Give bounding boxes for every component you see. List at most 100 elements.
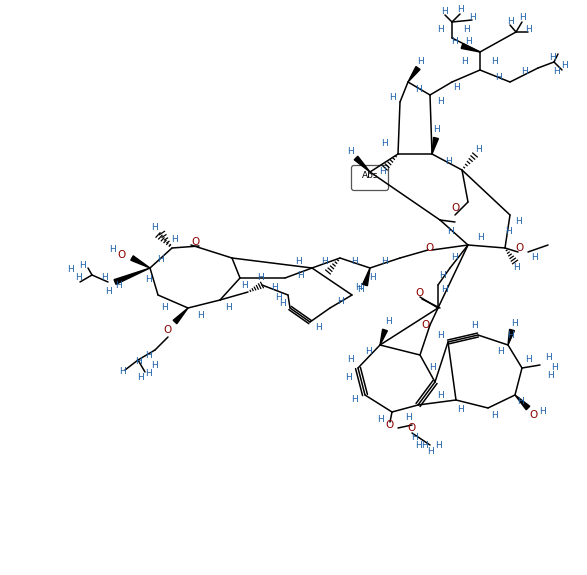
Text: H: H (441, 7, 448, 17)
Text: H: H (347, 148, 353, 156)
Text: H: H (546, 370, 554, 380)
Text: H: H (151, 361, 158, 370)
Text: H: H (315, 324, 321, 332)
Text: H: H (225, 304, 231, 312)
Text: H: H (355, 283, 362, 293)
Text: O: O (426, 243, 434, 253)
Text: H: H (411, 434, 419, 443)
Text: H: H (517, 397, 524, 407)
Text: O: O (421, 320, 429, 330)
Text: O: O (164, 325, 172, 335)
Text: O: O (408, 423, 416, 433)
Text: H: H (104, 288, 112, 297)
Text: H: H (552, 67, 559, 76)
Text: H: H (464, 25, 470, 34)
Text: Abs: Abs (362, 171, 378, 179)
Text: H: H (296, 270, 303, 279)
FancyBboxPatch shape (352, 166, 389, 190)
Text: H: H (134, 358, 141, 366)
Text: O: O (416, 288, 424, 298)
Text: H: H (144, 275, 151, 285)
Text: H: H (437, 25, 443, 34)
Polygon shape (508, 329, 514, 345)
Polygon shape (114, 268, 150, 284)
Text: H: H (441, 286, 448, 294)
Text: H: H (437, 331, 443, 339)
Text: H: H (144, 351, 151, 359)
Text: H: H (295, 258, 301, 266)
Text: H: H (539, 408, 545, 416)
Text: H: H (521, 67, 527, 76)
Polygon shape (408, 67, 420, 82)
Text: H: H (497, 347, 504, 356)
Text: H: H (525, 25, 531, 34)
Text: H: H (457, 405, 463, 415)
Text: H: H (384, 317, 392, 327)
Text: H: H (451, 37, 458, 47)
Text: H: H (525, 355, 531, 365)
Text: O: O (386, 420, 394, 430)
Text: O: O (516, 243, 524, 253)
Text: H: H (475, 145, 481, 155)
Text: H: H (495, 74, 501, 82)
Text: H: H (347, 355, 353, 365)
Text: H: H (345, 374, 352, 382)
Text: H: H (151, 224, 158, 232)
Polygon shape (515, 395, 530, 410)
Text: H: H (119, 367, 126, 377)
Text: H: H (336, 297, 343, 306)
Text: H: H (453, 83, 460, 93)
Text: H: H (477, 233, 483, 243)
Text: H: H (365, 347, 372, 356)
Text: H: H (468, 13, 475, 21)
Text: H: H (67, 266, 73, 274)
Polygon shape (354, 156, 370, 172)
Text: H: H (275, 293, 281, 302)
Text: H: H (137, 374, 143, 382)
Text: H: H (382, 140, 389, 148)
Text: H: H (471, 320, 478, 329)
Polygon shape (380, 329, 387, 345)
Text: H: H (352, 396, 359, 404)
Text: O: O (530, 410, 538, 420)
Text: H: H (437, 98, 443, 106)
Polygon shape (131, 256, 150, 268)
Polygon shape (461, 44, 480, 52)
Text: H: H (505, 228, 511, 236)
Text: H: H (507, 17, 514, 26)
Text: H: H (102, 274, 109, 282)
Text: H: H (404, 413, 411, 423)
Text: H: H (272, 283, 278, 293)
Text: H: H (357, 286, 363, 294)
Text: H: H (421, 440, 429, 450)
Text: H: H (379, 167, 386, 177)
Text: H: H (427, 447, 433, 457)
Text: H: H (389, 94, 396, 102)
Text: H: H (279, 300, 285, 309)
Text: H: H (447, 228, 453, 236)
Text: H: H (515, 217, 521, 227)
Text: H: H (434, 440, 441, 450)
Text: H: H (438, 270, 446, 279)
Text: H: H (414, 86, 421, 94)
Text: H: H (257, 274, 264, 282)
Text: O: O (191, 237, 199, 247)
Polygon shape (173, 308, 188, 324)
Text: H: H (382, 258, 389, 266)
Text: H: H (79, 260, 85, 270)
Text: H: H (350, 258, 357, 266)
Text: H: H (114, 281, 122, 289)
Text: H: H (532, 254, 538, 263)
Text: H: H (461, 58, 468, 67)
Text: H: H (512, 319, 518, 328)
Text: H: H (157, 255, 163, 264)
Text: H: H (242, 281, 248, 289)
Text: H: H (519, 13, 525, 22)
Polygon shape (363, 268, 370, 286)
Text: O: O (118, 250, 126, 260)
Text: H: H (197, 310, 203, 320)
Text: H: H (144, 370, 151, 378)
Text: H: H (433, 125, 440, 135)
Text: H: H (492, 411, 498, 420)
Text: H: H (109, 246, 116, 255)
